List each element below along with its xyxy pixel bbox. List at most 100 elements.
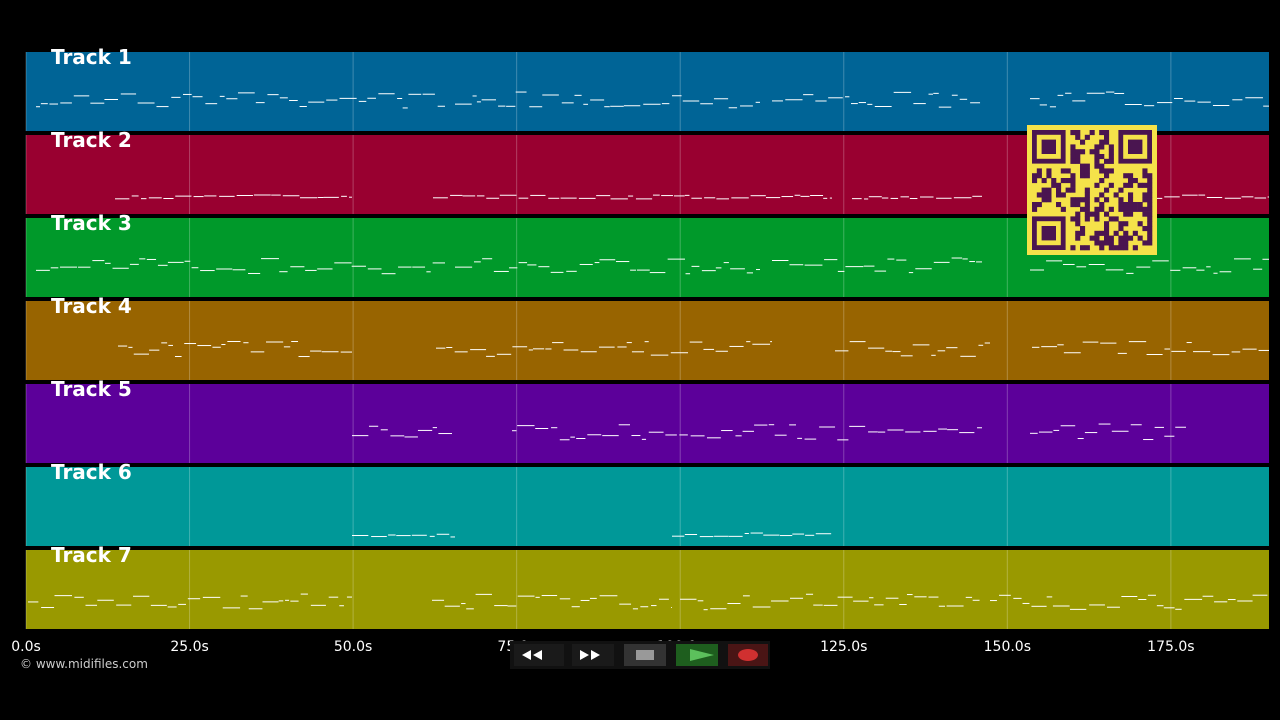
qr-module [1108, 245, 1114, 251]
track-title: Track 1 [51, 45, 132, 69]
x-tick-label: 175.0s [1147, 639, 1194, 655]
qr-module [1065, 178, 1071, 184]
qr-module [1084, 245, 1090, 251]
qr-module [1084, 168, 1090, 174]
forward-button[interactable] [572, 644, 614, 666]
qr-module [1142, 168, 1148, 174]
qr-module [1080, 149, 1086, 155]
qr-module [1084, 202, 1090, 208]
qr-module [1123, 235, 1129, 241]
qr-module [1108, 216, 1114, 222]
qr-module [1147, 206, 1153, 212]
qr-module [1070, 202, 1076, 208]
qr-module [1104, 158, 1110, 164]
qr-module [1080, 245, 1086, 251]
qr-module [1046, 192, 1052, 198]
record-button[interactable] [728, 644, 768, 666]
qr-module [1094, 158, 1100, 164]
qr-module [1104, 221, 1110, 227]
qr-module [1147, 178, 1153, 184]
qr-module [1108, 158, 1114, 164]
qr-module [1094, 149, 1100, 155]
qr-module [1099, 139, 1105, 145]
qr-module [1099, 202, 1105, 208]
qr-module [1080, 226, 1086, 232]
qr-module [1094, 197, 1100, 203]
qr-module [1113, 230, 1119, 236]
qr-module [1099, 163, 1105, 169]
qr-module [1084, 206, 1090, 212]
qr-module [1118, 187, 1124, 193]
qr-module [1075, 235, 1081, 241]
qr-module [1118, 235, 1124, 241]
qr-finder [1041, 139, 1056, 154]
qr-module [1075, 197, 1081, 203]
qr-module [1036, 168, 1042, 174]
qr-module [1108, 182, 1114, 188]
qr-module [1070, 245, 1076, 251]
lane-background [26, 384, 1269, 463]
qr-module [1104, 168, 1110, 174]
qr-module [1075, 211, 1081, 217]
qr-module [1032, 202, 1038, 208]
qr-module [1036, 202, 1042, 208]
qr-module [1104, 187, 1110, 193]
qr-module [1142, 192, 1148, 198]
qr-module [1142, 240, 1148, 246]
qr-module [1094, 144, 1100, 150]
qr-module [1099, 178, 1105, 184]
qr-module [1065, 168, 1071, 174]
qr-module [1108, 149, 1114, 155]
qr-module [1147, 182, 1153, 188]
qr-module [1118, 202, 1124, 208]
qr-module [1132, 230, 1138, 236]
qr-module [1094, 182, 1100, 188]
qr-module [1051, 182, 1057, 188]
track-lane: Track 1 [25, 45, 1269, 131]
qr-module [1046, 173, 1052, 179]
qr-module [1046, 168, 1052, 174]
qr-module [1142, 211, 1148, 217]
qr-module [1075, 154, 1081, 160]
qr-module [1147, 211, 1153, 217]
qr-module [1041, 178, 1047, 184]
qr-module [1056, 182, 1062, 188]
stop-button[interactable] [624, 644, 666, 666]
qr-module [1094, 230, 1100, 236]
qr-module [1123, 202, 1129, 208]
qr-module [1137, 206, 1143, 212]
qr-module [1080, 163, 1086, 169]
track-title: Track 2 [51, 128, 132, 152]
qr-module [1056, 202, 1062, 208]
qr-module [1056, 187, 1062, 193]
qr-module [1060, 178, 1066, 184]
lane-background [26, 550, 1269, 629]
qr-module [1128, 235, 1134, 241]
qr-module [1084, 134, 1090, 140]
qr-module [1104, 211, 1110, 217]
qr-module [1123, 173, 1129, 179]
rewind-button[interactable] [514, 644, 564, 666]
notes [36, 91, 1269, 109]
qr-module [1070, 187, 1076, 193]
x-tick-label: 25.0s [170, 639, 208, 655]
qr-module [1080, 168, 1086, 174]
lane-background [26, 467, 1269, 546]
qr-module [1128, 192, 1134, 198]
track-title: Track 4 [51, 294, 132, 318]
qr-module [1070, 178, 1076, 184]
qr-module [1094, 206, 1100, 212]
qr-module [1080, 173, 1086, 179]
qr-module [1147, 221, 1153, 227]
play-button[interactable] [676, 644, 718, 666]
qr-module [1070, 144, 1076, 150]
x-tick-label: 0.0s [11, 639, 41, 655]
qr-module [1142, 197, 1148, 203]
qr-module [1080, 206, 1086, 212]
qr-module [1089, 149, 1095, 155]
qr-module [1075, 130, 1081, 136]
qr-module [1094, 216, 1100, 222]
x-tick-label: 150.0s [984, 639, 1031, 655]
